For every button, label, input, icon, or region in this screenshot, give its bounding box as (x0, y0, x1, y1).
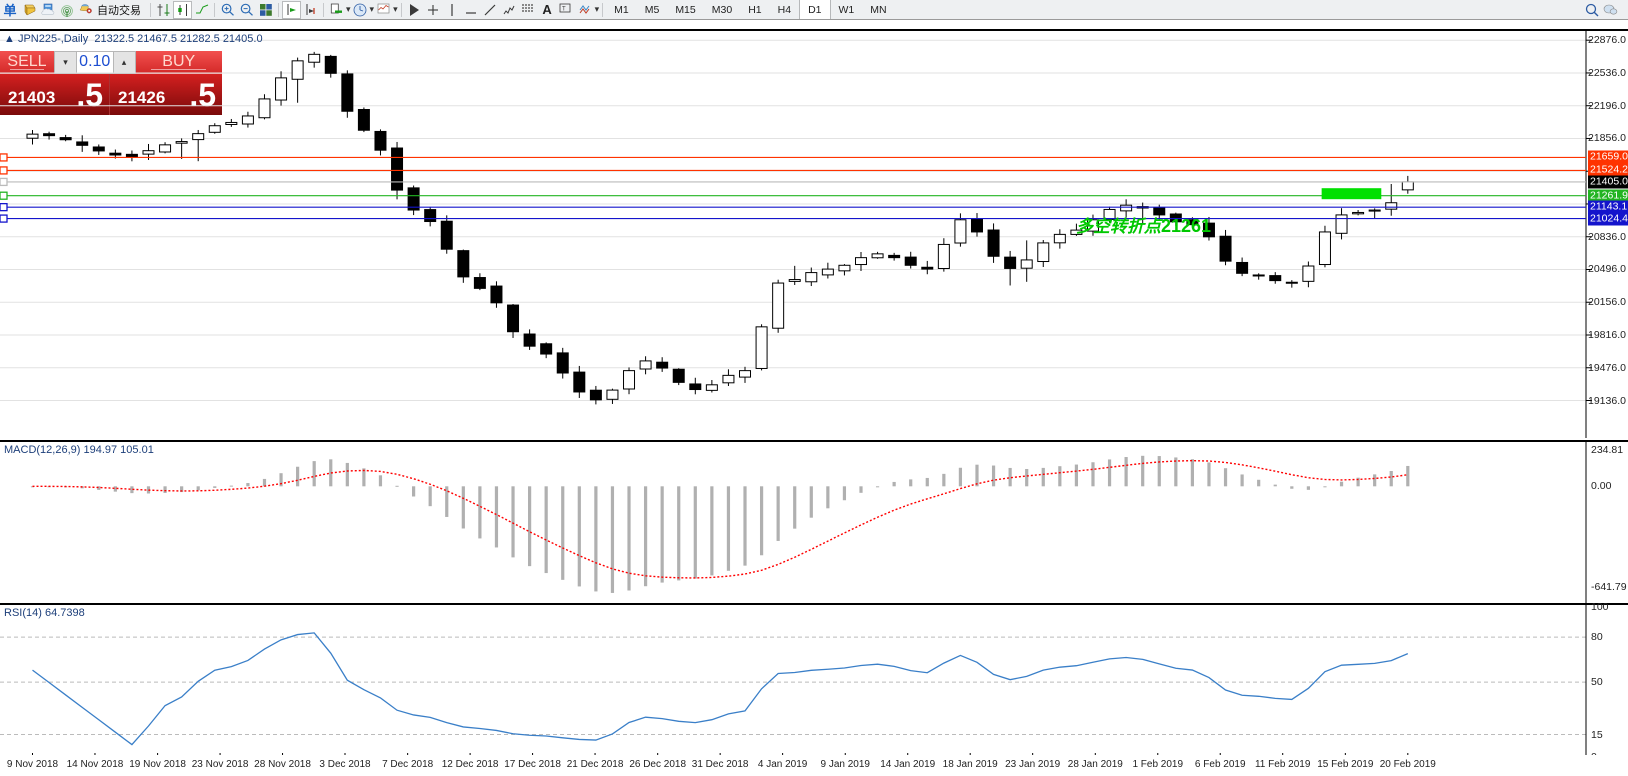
svg-text:T: T (562, 6, 566, 12)
